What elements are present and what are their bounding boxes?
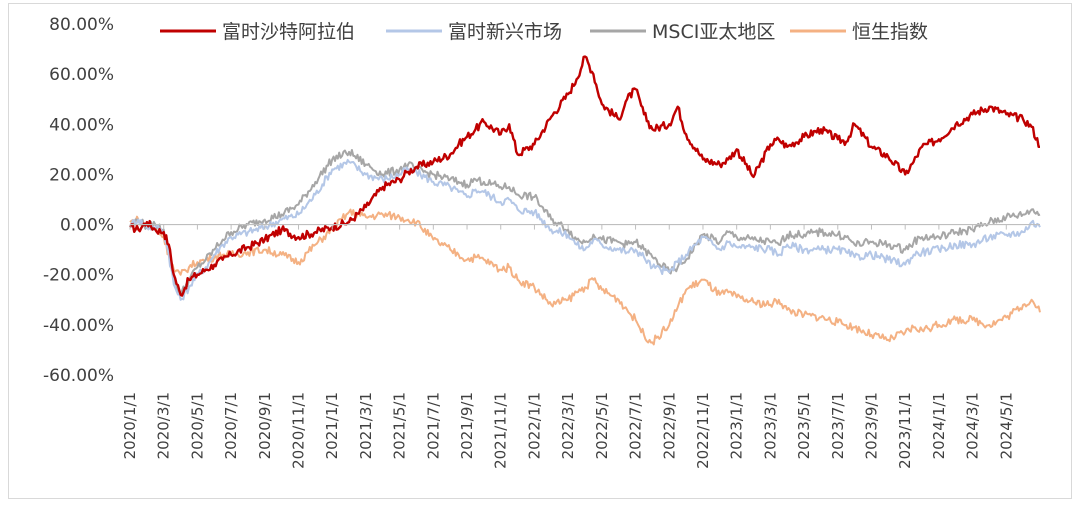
y-tick-label: 20.00% <box>49 165 114 185</box>
legend-label: 恒生指数 <box>852 21 928 43</box>
y-tick-label: 40.00% <box>49 115 114 135</box>
series-line <box>128 55 1040 297</box>
series-line <box>129 208 1041 346</box>
x-tick-label: 2024/3/1 <box>964 392 982 459</box>
x-axis-ticks: 2020/1/1 2020/3/1 2020/5/1 2020/7/1 2020/9/1… <box>121 224 1015 469</box>
x-tick-label: 2020/7/1 <box>222 392 240 459</box>
y-axis-ticks: 80.00% 60.00% 40.00% 20.00% 0.00% -20.00% -40.… <box>43 15 114 386</box>
x-tick-label: 2023/11/1 <box>896 392 914 469</box>
x-tick-label: 2020/3/1 <box>155 392 173 459</box>
x-tick-label: 2023/1/1 <box>728 392 746 459</box>
legend-label: MSCI亚太地区 <box>652 21 775 43</box>
x-tick-label: 2021/9/1 <box>458 392 476 459</box>
y-tick-label: -60.00% <box>43 366 114 386</box>
legend-label: 富时新兴市场 <box>448 21 562 43</box>
x-tick-label: 2021/1/1 <box>323 392 341 459</box>
x-tick-label: 2021/5/1 <box>391 392 409 459</box>
x-tick-label: 2023/9/1 <box>862 392 880 459</box>
y-tick-label: 0.00% <box>60 216 114 236</box>
x-tick-label: 2022/5/1 <box>593 392 611 459</box>
x-tick-label: 2020/5/1 <box>188 392 206 459</box>
series-line <box>129 149 1041 296</box>
x-tick-label: 2023/7/1 <box>829 392 847 459</box>
y-tick-label: 80.00% <box>49 15 114 35</box>
y-tick-label: 60.00% <box>49 65 114 85</box>
y-tick-label: -40.00% <box>43 316 114 336</box>
x-tick-label: 2022/11/1 <box>694 392 712 469</box>
series-line <box>129 158 1041 301</box>
x-tick-label: 2021/11/1 <box>492 392 510 469</box>
series-lines <box>128 55 1041 346</box>
x-tick-label: 2023/3/1 <box>761 392 779 459</box>
x-tick-label: 2022/1/1 <box>525 392 543 459</box>
x-tick-label: 2023/5/1 <box>795 392 813 459</box>
x-tick-label: 2021/3/1 <box>357 392 375 459</box>
x-tick-label: 2022/3/1 <box>559 392 577 459</box>
x-tick-label: 2020/11/1 <box>290 392 308 469</box>
legend: 富时沙特阿拉伯 富时新兴市场 MSCI亚太地区 恒生指数 <box>160 21 928 43</box>
x-tick-label: 2020/1/1 <box>121 392 139 459</box>
x-tick-label: 2024/1/1 <box>930 392 948 459</box>
chart-frame <box>8 3 1072 499</box>
x-tick-label: 2020/9/1 <box>256 392 274 459</box>
x-tick-label: 2022/9/1 <box>660 392 678 459</box>
legend-label: 富时沙特阿拉伯 <box>222 21 355 43</box>
x-tick-label: 2024/5/1 <box>997 392 1015 459</box>
y-tick-label: -20.00% <box>43 266 114 286</box>
x-tick-label: 2021/7/1 <box>424 392 442 459</box>
x-tick-label: 2022/7/1 <box>627 392 645 459</box>
